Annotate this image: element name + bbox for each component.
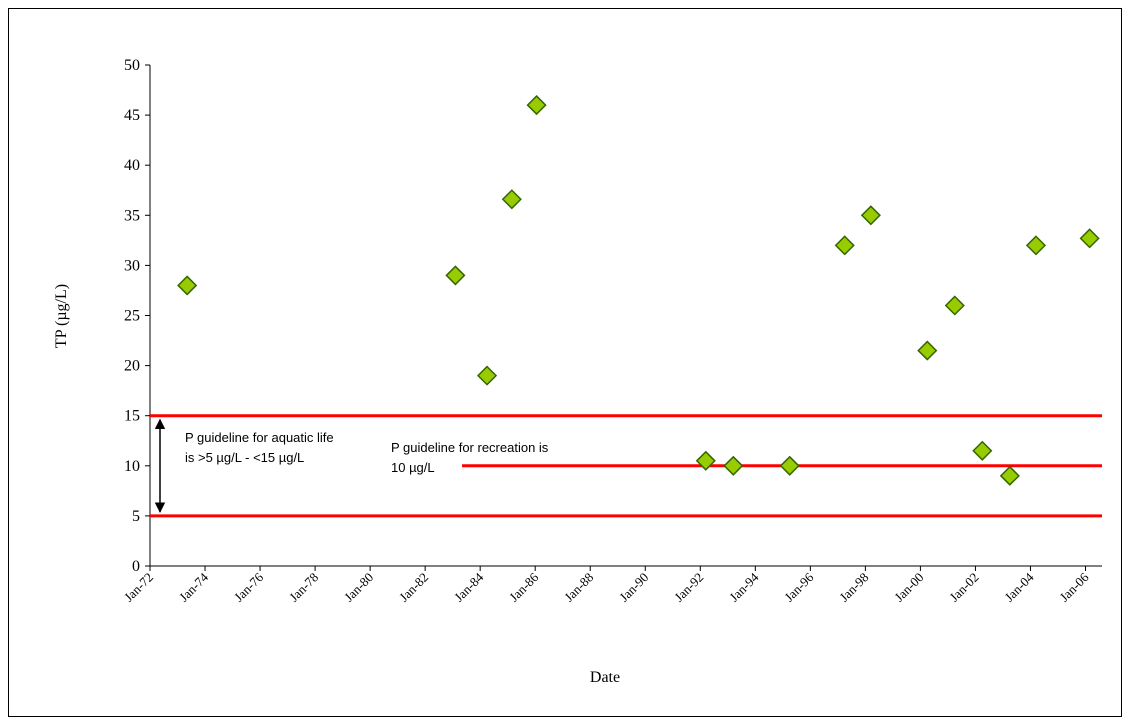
y-tick-label: 15 xyxy=(124,408,140,425)
y-axis-label: TP (µg/L) xyxy=(53,284,70,348)
point xyxy=(944,295,965,316)
annotation: 10 µg/L xyxy=(391,460,435,475)
point xyxy=(723,455,744,476)
annotation: P guideline for recreation is xyxy=(391,440,549,455)
y-tick-label: 45 xyxy=(124,107,140,124)
point xyxy=(476,365,498,386)
x-axis-label: Date xyxy=(590,669,620,686)
point xyxy=(445,265,466,286)
y-tick-label: 35 xyxy=(124,207,140,224)
y-tick-label: 5 xyxy=(132,508,140,525)
point xyxy=(972,440,993,461)
point xyxy=(860,205,881,226)
y-tick-label: 0 xyxy=(132,558,140,575)
annotation: P guideline for aquatic life xyxy=(185,430,334,445)
point xyxy=(834,235,855,256)
point xyxy=(526,95,547,116)
y-tick-label: 30 xyxy=(124,257,140,274)
annotation: is >5 µg/L - <15 µg/L xyxy=(185,450,304,465)
frame xyxy=(8,8,1122,717)
point xyxy=(177,275,198,296)
point xyxy=(1025,235,1047,256)
point xyxy=(779,455,800,476)
y-tick-label: 20 xyxy=(124,358,140,375)
y-tick-label: 50 xyxy=(124,57,140,74)
point xyxy=(695,450,716,471)
point xyxy=(917,340,938,361)
point xyxy=(999,465,1020,486)
y-tick-label: 25 xyxy=(124,308,140,325)
point xyxy=(501,189,522,210)
y-tick-label: 40 xyxy=(124,157,140,174)
point xyxy=(1079,228,1100,249)
y-tick-label: 10 xyxy=(124,458,140,475)
